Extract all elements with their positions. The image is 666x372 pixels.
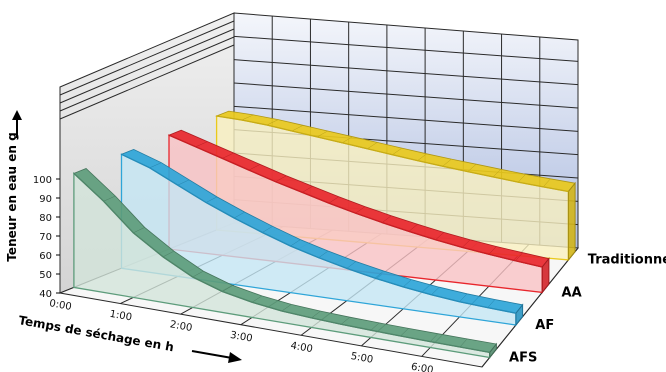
ribbon-stripe [328,196,339,204]
floor-grid-line [481,247,579,368]
ribbon-stripe [431,286,440,295]
ribbon-stripe [248,164,261,171]
ribbon-stripe [487,299,496,308]
ribbon-stripe [488,246,497,255]
series-ribbon-afs [73,168,498,359]
back-wall-grid-line [233,59,579,86]
series-end-cap [567,181,576,262]
ribbon-stripe [205,196,218,203]
series-line [168,134,543,268]
ribbon-stripe [311,310,321,319]
ribbon-stripe [408,224,418,232]
series-labels: AFS AF AA Traditionnel [509,253,666,366]
ribbon-stripe [382,215,392,223]
ribbon-stripe [459,293,468,302]
x-tick-label: 1:00 [109,309,133,324]
series-line [121,153,517,314]
left-wall-grid-line [59,28,235,104]
ribbon-stripe [222,152,234,159]
ribbon-stripe [302,186,313,193]
y-tick-label: 70 [39,232,52,243]
ribbon-stripe [222,285,233,292]
ribbon-stripe [149,162,162,169]
ribbon-stripe [346,261,357,269]
x-axis-ticks: 0:001:002:003:004:005:006:007:00 [48,298,434,372]
x-tick-label: 4:00 [290,340,314,355]
ribbon-stripe [543,178,551,188]
back-wall-grid-line [233,82,579,109]
ribbon-stripe [430,333,438,342]
ribbon-stripe [417,153,427,161]
ribbon-stripe [370,322,380,331]
x-axis-arrow-line [191,350,233,359]
x-axis-title: Temps de séchage en h [17,313,174,354]
series-end-cap [489,342,497,359]
ribbon-stripe [262,226,273,233]
series-label-aa: AA [562,285,582,300]
ribbon-stripe [251,295,263,303]
ribbon-stripe [234,211,245,219]
y-tick-label: 100 [33,175,52,186]
x-tick-label: 5:00 [350,351,374,366]
back-wall-grid-line [233,105,579,132]
ribbon-stripe [517,174,526,183]
x-tick-label: 0:00 [48,298,72,313]
x-tick-label: 6:00 [410,362,434,372]
ribbon-stripe [492,169,502,178]
ribbon-stripe [400,328,409,337]
series-label-af: AF [535,318,554,333]
ribbon-stripe [133,227,145,234]
ribbon-stripe [374,270,384,279]
y-axis-title: Teneur en eau en g [5,132,19,261]
series-line [73,172,490,354]
ribbon-stripe [275,175,287,182]
ribbon-stripe [342,136,353,144]
ribbon-stripe [318,250,329,258]
ribbon-stripe [462,239,471,248]
ribbon-stripe [103,195,116,202]
ribbon-stripe [290,239,301,247]
ribbon-stripe [291,125,304,132]
ribbon-stripe [162,250,175,258]
x-tick-label: 3:00 [229,330,253,345]
left-wall-grid-line [59,20,235,96]
x-axis-arrow-head [228,352,242,363]
series-ribbons [73,110,576,359]
ribbon-stripe [241,114,254,121]
series-end-cap [515,303,524,327]
series-line [216,115,569,193]
back-wall-grid-line [233,35,579,62]
ribbon-stripe [459,338,468,348]
ribbon-stripe [392,147,403,155]
left-wall-grid-line [59,44,235,120]
y-tick-label: 50 [39,270,52,281]
series-label-traditionnel: Traditionnel [588,253,666,268]
y-axis-ticks: 40 50 60 70 80 90 100 [33,175,60,300]
ribbon-stripe [192,270,204,278]
x-tick-label: 2:00 [169,319,193,334]
series-end-cap [541,257,550,294]
ribbon-stripe [316,130,328,138]
ribbon-stripe [341,316,351,325]
ribbon-stripe [281,304,292,312]
ribbon-stripe [515,252,523,261]
y-axis-arrow-head [12,110,22,120]
ribbon-stripe [266,119,279,126]
y-tick-label: 80 [39,213,52,224]
y-tick-label: 40 [39,289,52,300]
left-wall-grid-line [59,36,235,112]
ribbon-stripe [355,206,366,214]
ribbon-stripe [367,142,378,149]
ribbon-stripe [177,179,190,186]
ribbon-stripe [467,164,477,172]
ribbon-stripe [435,232,445,240]
series-label-afs: AFS [509,350,537,365]
y-axis-title-group: Teneur en eau en g [5,110,22,262]
ribbon-stripe [403,279,412,288]
ribbon-stripe [442,158,452,167]
ribbon-stripe [195,141,208,148]
y-tick-label: 90 [39,194,52,205]
y-tick-label: 60 [39,251,52,262]
